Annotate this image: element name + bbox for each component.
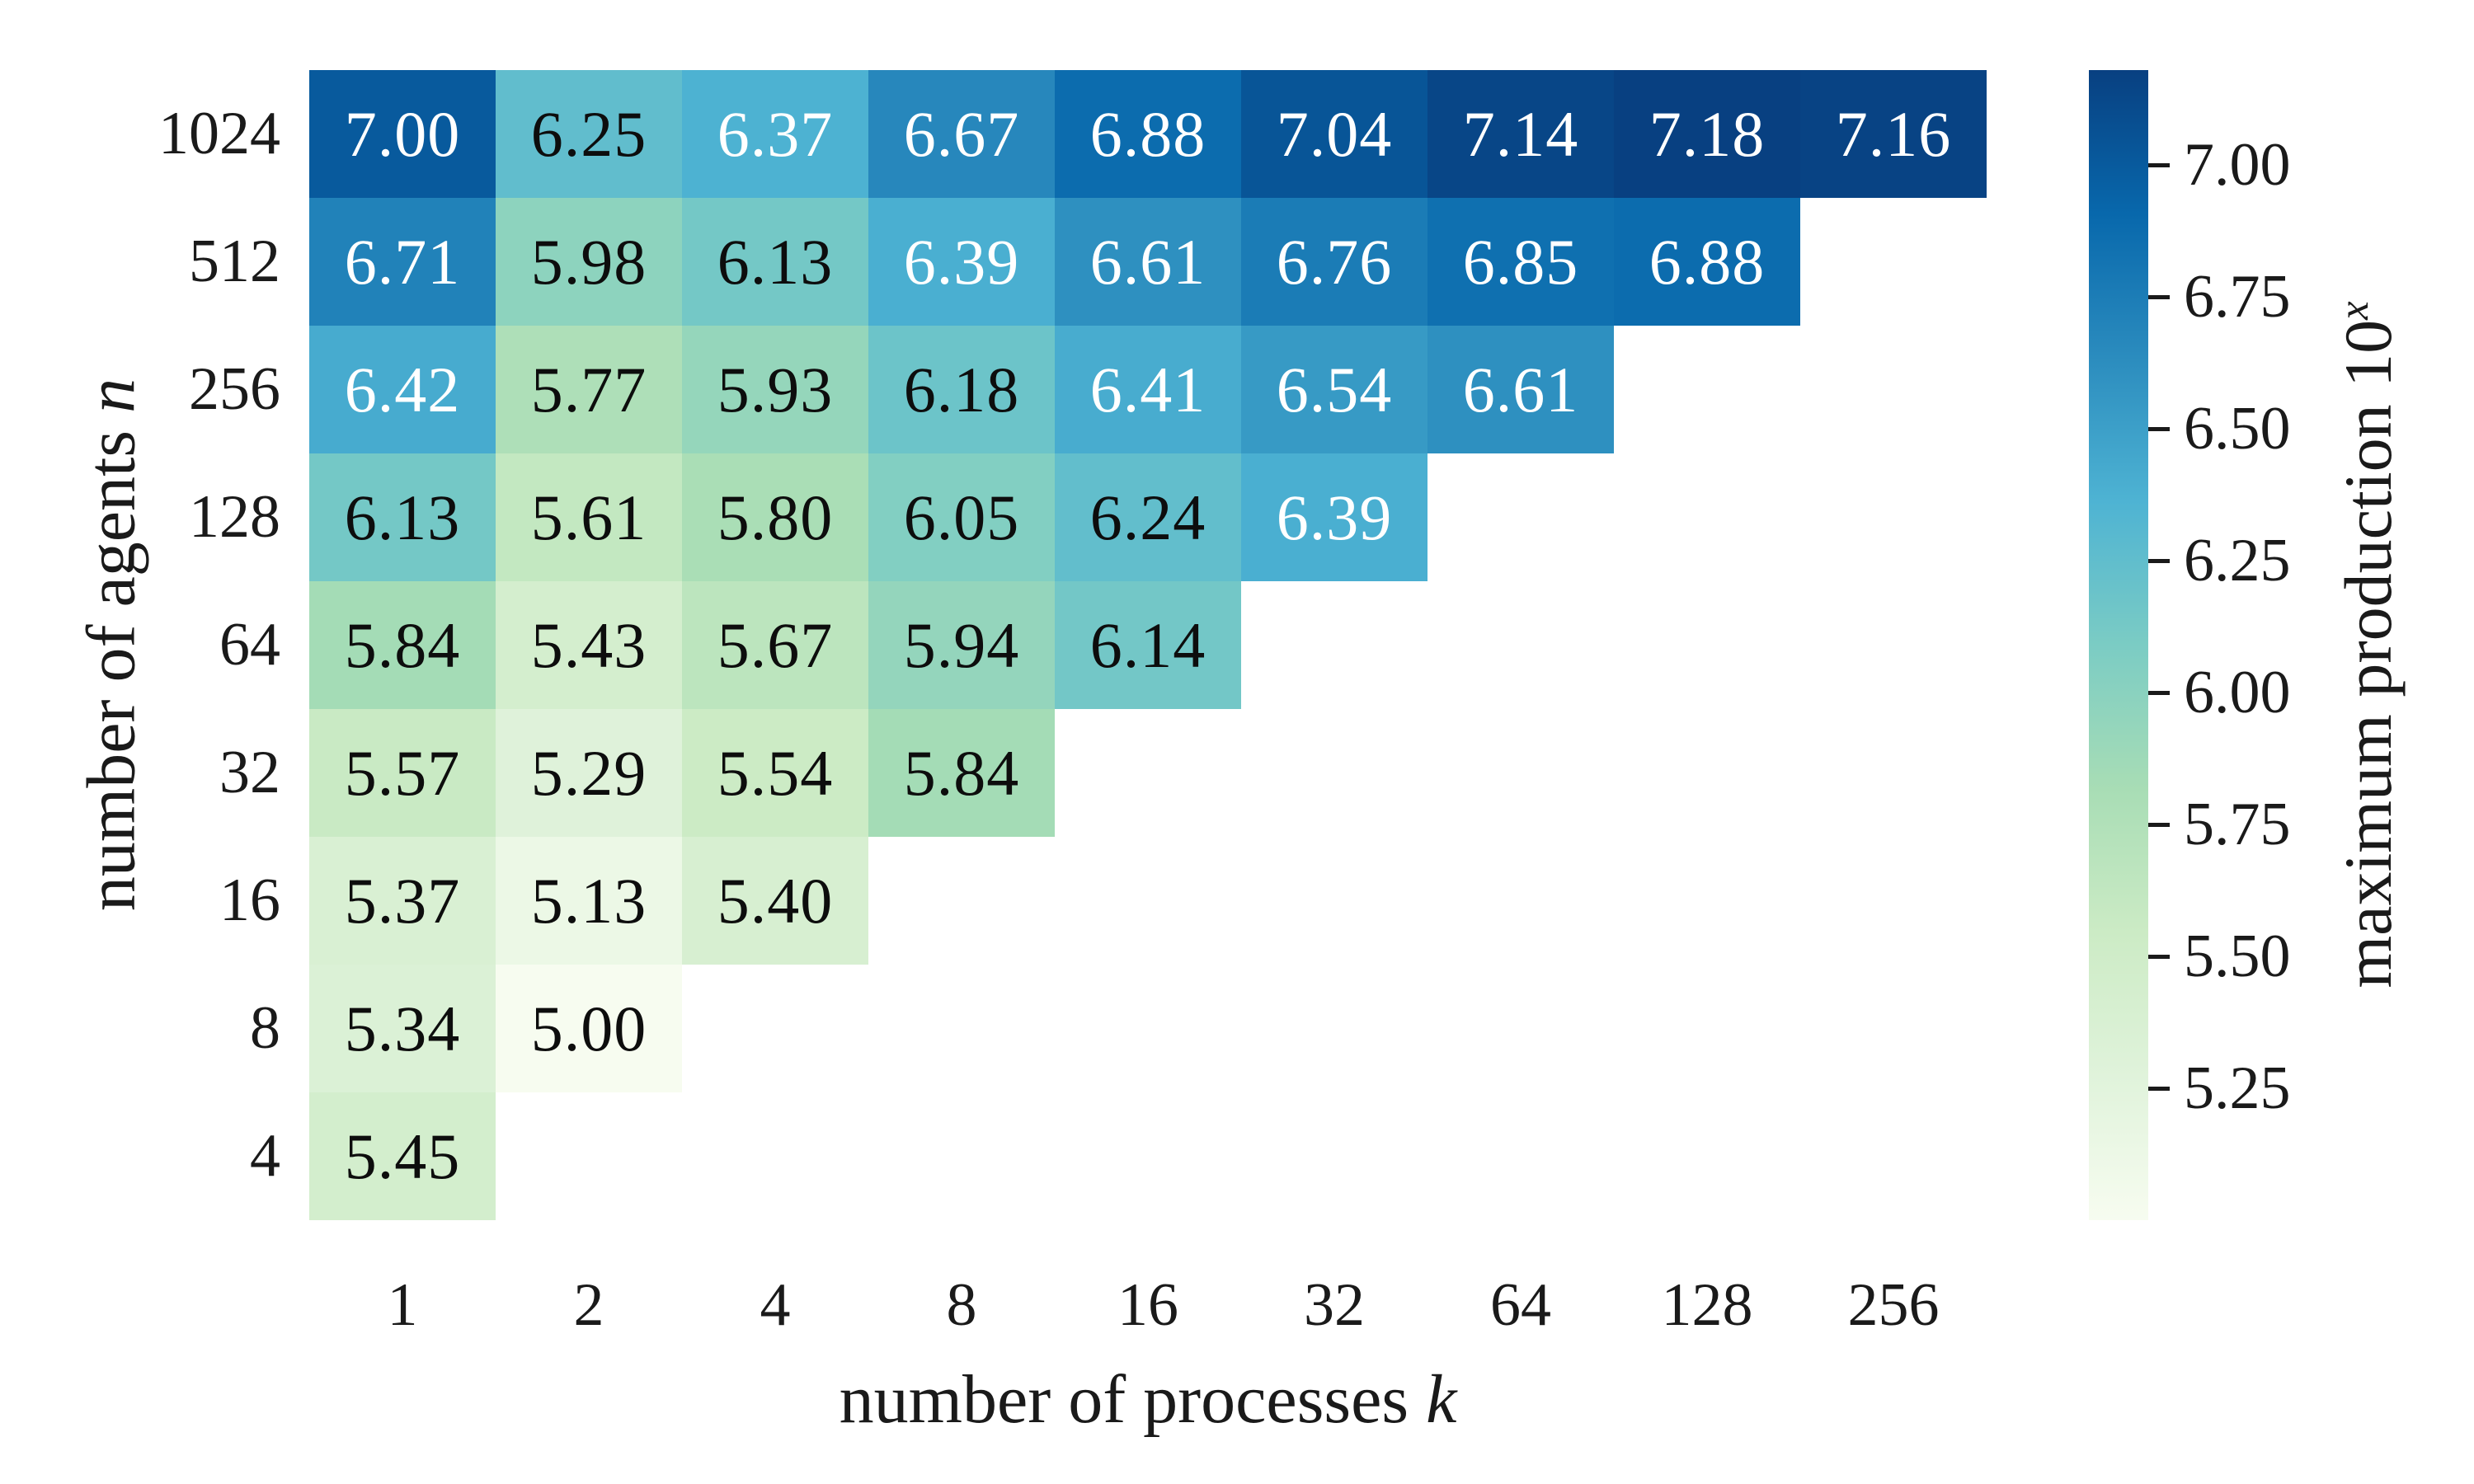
x-axis-title-variable: k — [1426, 1361, 1457, 1438]
heatmap-cell: 6.05 — [868, 453, 1055, 581]
heatmap-cell: 5.98 — [496, 198, 682, 326]
y-axis-tick-label: 512 — [189, 228, 280, 295]
heatmap-cell: 7.18 — [1614, 70, 1800, 198]
heatmap-cell: 7.00 — [309, 70, 496, 198]
y-axis-tick-label: 64 — [219, 611, 280, 679]
colorbar-tick-mark — [2148, 823, 2170, 828]
colorbar-title-text: maximum production 10 — [2331, 319, 2406, 989]
heatmap-cell: 6.13 — [309, 453, 496, 581]
colorbar-tick-mark — [2148, 1087, 2170, 1092]
heatmap-cell: 5.37 — [309, 837, 496, 965]
y-axis-tick-label: 32 — [219, 739, 280, 806]
colorbar-tick-label: 6.50 — [2184, 395, 2291, 463]
colorbar-gradient — [2089, 70, 2148, 1220]
heatmap-cell: 5.54 — [682, 709, 868, 837]
heatmap-cell: 6.37 — [682, 70, 868, 198]
heatmap-cell: 6.42 — [309, 326, 496, 453]
colorbar-tick-label: 6.25 — [2184, 527, 2291, 595]
y-axis-tick-label: 16 — [219, 866, 280, 934]
colorbar-tick-mark — [2148, 427, 2170, 432]
heatmap-cell: 5.84 — [309, 581, 496, 709]
heatmap-cell: 5.13 — [496, 837, 682, 965]
x-axis-title-text: number of processes — [839, 1361, 1427, 1438]
colorbar-tick-label: 6.75 — [2184, 263, 2291, 331]
x-axis-tick-label: 256 — [1847, 1271, 1940, 1339]
colorbar-tick-label: 5.75 — [2184, 791, 2291, 859]
y-axis-tick-label: 8 — [250, 994, 280, 1062]
x-axis-tick-label: 1 — [387, 1271, 418, 1339]
x-axis-tick-label: 128 — [1661, 1271, 1753, 1339]
colorbar-tick-mark — [2148, 955, 2170, 960]
heatmap-cell: 7.16 — [1800, 70, 1987, 198]
heatmap-cell: 5.61 — [496, 453, 682, 581]
heatmap-cell: 5.84 — [868, 709, 1055, 837]
colorbar-tick-mark — [2148, 691, 2170, 696]
heatmap-cell: 6.39 — [1241, 453, 1427, 581]
heatmap-cell: 5.45 — [309, 1092, 496, 1220]
x-axis-tick-label: 32 — [1304, 1271, 1365, 1339]
colorbar-tick-label: 7.00 — [2184, 131, 2291, 200]
heatmap-cell: 7.14 — [1427, 70, 1614, 198]
heatmap-cell: 5.40 — [682, 837, 868, 965]
heatmap-cell: 5.94 — [868, 581, 1055, 709]
colorbar-tick-label: 6.00 — [2184, 659, 2291, 727]
heatmap-cell: 5.34 — [309, 965, 496, 1092]
heatmap-cell: 6.61 — [1427, 326, 1614, 453]
x-axis-tick-label: 16 — [1117, 1271, 1178, 1339]
heatmap-cell: 6.14 — [1055, 581, 1241, 709]
heatmap-cell: 6.24 — [1055, 453, 1241, 581]
y-axis-tick-label: 128 — [189, 483, 280, 551]
heatmap-cell: 5.43 — [496, 581, 682, 709]
colorbar-tick-mark — [2148, 559, 2170, 564]
heatmap-cell: 6.88 — [1055, 70, 1241, 198]
heatmap-cell: 6.61 — [1055, 198, 1241, 326]
x-axis-tick-label: 4 — [760, 1271, 791, 1339]
colorbar-tick-label: 5.25 — [2184, 1054, 2291, 1123]
heatmap-cell: 6.54 — [1241, 326, 1427, 453]
heatmap-cell: 6.76 — [1241, 198, 1427, 326]
y-axis-tick-label: 256 — [189, 355, 280, 423]
heatmap-cell: 5.67 — [682, 581, 868, 709]
colorbar-tick-mark — [2148, 163, 2170, 168]
colorbar-tick-label: 5.50 — [2184, 923, 2291, 991]
x-axis-title: number of processes k — [309, 1359, 1987, 1441]
heatmap-cell: 6.13 — [682, 198, 868, 326]
heatmap-cell: 6.67 — [868, 70, 1055, 198]
heatmap-cell: 6.18 — [868, 326, 1055, 453]
x-axis-tick-label: 64 — [1490, 1271, 1551, 1339]
heatmap-grid: 7.00 6.25 6.37 6.67 6.88 7.04 7.14 7.18 7.16 6.71… — [309, 70, 1987, 1220]
x-axis-tick-label: 8 — [946, 1271, 977, 1339]
heatmap-cell: 5.80 — [682, 453, 868, 581]
heatmap-cell: 5.57 — [309, 709, 496, 837]
colorbar-title: maximum production 10x — [2330, 301, 2407, 988]
heatmap-cell: 5.77 — [496, 326, 682, 453]
heatmap-cell: 5.29 — [496, 709, 682, 837]
heatmap-cell: 6.41 — [1055, 326, 1241, 453]
colorbar-title-superscript: x — [2330, 301, 2377, 320]
heatmap-cell: 6.88 — [1614, 198, 1800, 326]
heatmap-cell: 6.25 — [496, 70, 682, 198]
heatmap-cell: 5.93 — [682, 326, 868, 453]
y-axis-tick-label: 4 — [250, 1122, 280, 1190]
heatmap-cell: 5.00 — [496, 965, 682, 1092]
x-axis-tick-label: 2 — [573, 1271, 604, 1339]
y-axis-tick-label: 1024 — [158, 100, 280, 167]
heatmap-cell: 6.85 — [1427, 198, 1614, 326]
colorbar-tick-mark — [2148, 295, 2170, 300]
heatmap-cell: 6.39 — [868, 198, 1055, 326]
heatmap-cell: 6.71 — [309, 198, 496, 326]
heatmap-cell: 7.04 — [1241, 70, 1427, 198]
